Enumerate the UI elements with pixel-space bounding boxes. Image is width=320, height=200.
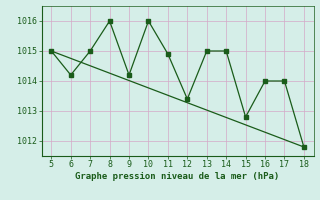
X-axis label: Graphe pression niveau de la mer (hPa): Graphe pression niveau de la mer (hPa) (76, 172, 280, 181)
